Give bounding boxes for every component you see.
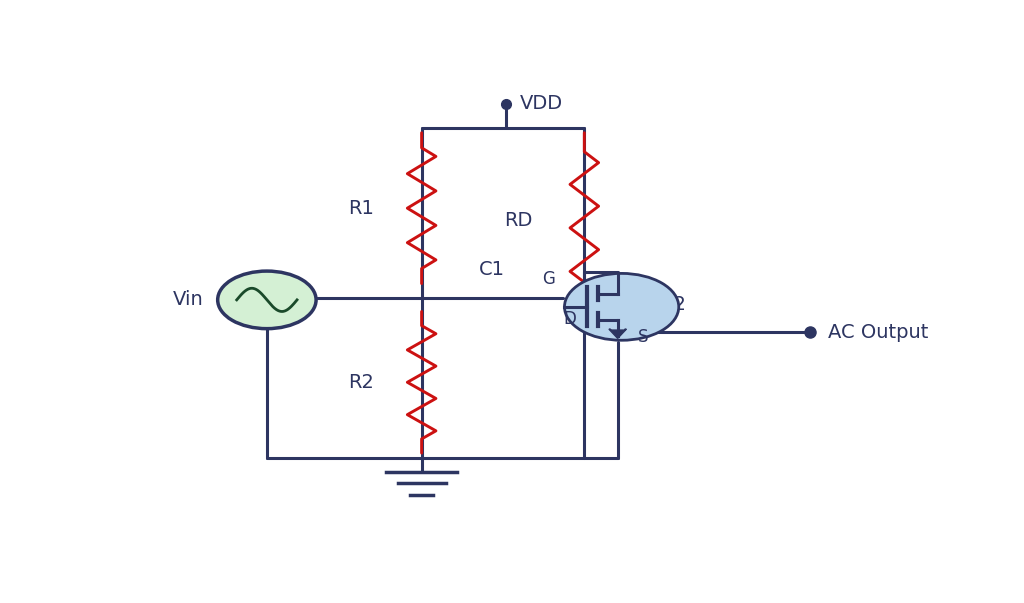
Text: C2: C2 <box>660 295 687 314</box>
Text: RD: RD <box>505 212 532 230</box>
Circle shape <box>218 271 316 329</box>
FancyArrow shape <box>609 329 627 338</box>
Text: R2: R2 <box>348 373 374 392</box>
Text: VDD: VDD <box>520 95 563 113</box>
Text: D: D <box>563 310 577 328</box>
Text: G: G <box>542 270 555 288</box>
Text: C1: C1 <box>479 260 505 279</box>
Text: R1: R1 <box>348 198 374 218</box>
Text: S: S <box>638 328 648 346</box>
Text: AC Output: AC Output <box>828 323 929 342</box>
Circle shape <box>564 273 679 340</box>
Text: Vin: Vin <box>173 291 204 309</box>
